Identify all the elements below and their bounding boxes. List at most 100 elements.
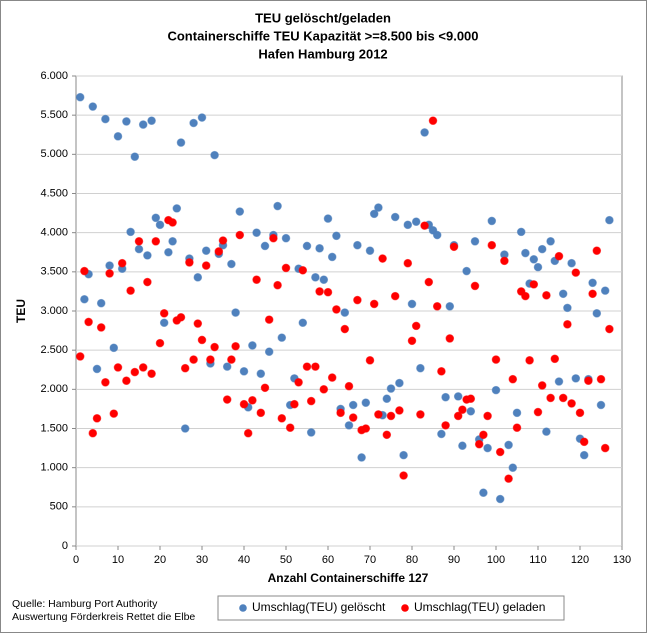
data-point [122, 376, 131, 386]
data-point [185, 258, 194, 267]
data-point [458, 405, 467, 415]
data-point [264, 347, 274, 357]
data-point [96, 298, 106, 308]
x-tick-label: 0 [73, 554, 79, 566]
data-point [239, 399, 249, 409]
data-point [382, 430, 392, 440]
data-point [323, 287, 333, 297]
data-point [554, 377, 564, 386]
data-point [495, 447, 505, 457]
y-tick-label: 1.500 [40, 422, 68, 434]
data-point [386, 411, 396, 421]
data-point [571, 374, 581, 383]
data-point [315, 244, 324, 253]
y-tick-label: 2.500 [40, 344, 68, 356]
data-point [101, 114, 110, 124]
data-point [487, 240, 497, 250]
data-point [584, 376, 593, 386]
data-point [420, 221, 429, 230]
data-point [227, 259, 236, 269]
data-point [252, 228, 261, 237]
data-point [563, 303, 572, 313]
data-point [126, 286, 135, 295]
data-point [231, 308, 240, 317]
x-tick-label: 130 [613, 554, 631, 566]
data-point [592, 246, 602, 255]
data-point [189, 355, 198, 364]
data-point [386, 384, 396, 393]
data-point [445, 302, 455, 311]
data-point [537, 244, 547, 254]
data-point [298, 318, 308, 328]
data-point [281, 233, 291, 243]
data-point [369, 209, 379, 219]
data-point [294, 377, 303, 387]
data-point [416, 410, 425, 419]
data-point [155, 338, 165, 348]
data-point [159, 318, 169, 328]
data-point [243, 428, 253, 438]
x-tick-label: 20 [154, 554, 166, 566]
data-point [285, 423, 295, 433]
y-tick-label: 4.000 [40, 227, 68, 239]
data-point [109, 343, 119, 353]
data-point [256, 408, 266, 418]
legend-marker [401, 604, 409, 612]
legend-text: Umschlag(TEU) gelöscht [252, 600, 386, 614]
data-point [273, 280, 282, 290]
data-point [445, 334, 455, 343]
data-point [189, 118, 198, 128]
data-point [521, 291, 530, 301]
data-point [302, 241, 312, 251]
y-tick-label: 5.500 [40, 109, 68, 121]
data-point [416, 363, 425, 373]
source-note: Quelle: Hamburg Port Authority [12, 598, 158, 610]
data-point [222, 395, 232, 404]
data-point [227, 355, 236, 364]
data-point [474, 439, 484, 449]
data-point [546, 393, 555, 403]
data-point [479, 488, 488, 498]
data-point [504, 440, 513, 450]
data-point [315, 287, 324, 296]
x-tick-label: 110 [529, 554, 547, 566]
data-point [201, 246, 211, 255]
x-tick-label: 10 [112, 554, 124, 566]
data-point [210, 150, 219, 160]
data-point [432, 302, 442, 311]
data-point [122, 117, 131, 126]
data-point [483, 443, 492, 453]
data-point [437, 367, 446, 376]
data-point [428, 116, 438, 125]
data-point [197, 113, 207, 122]
data-point [512, 423, 522, 433]
data-point [403, 258, 413, 268]
source-note: Auswertung Förderkreis Rettet die Elbe [12, 611, 195, 623]
data-point [311, 273, 320, 282]
data-point [374, 410, 383, 419]
data-point [206, 355, 215, 364]
data-point [390, 212, 400, 222]
data-point [462, 266, 471, 276]
data-point [382, 394, 392, 404]
data-point [176, 138, 186, 147]
data-point [147, 116, 156, 125]
data-point [432, 230, 442, 240]
data-point [319, 275, 329, 284]
data-point [155, 220, 165, 230]
data-point [269, 233, 278, 243]
data-point [399, 450, 408, 460]
data-point [588, 278, 597, 288]
data-point [75, 352, 85, 361]
data-point [252, 275, 261, 284]
data-point [113, 132, 123, 141]
data-point [407, 336, 417, 346]
data-point [239, 367, 249, 376]
data-point [487, 216, 497, 226]
data-point [521, 248, 530, 258]
data-point [579, 437, 589, 447]
data-point [575, 408, 585, 418]
data-point [235, 207, 245, 216]
data-point [138, 120, 148, 129]
data-point [466, 394, 476, 404]
